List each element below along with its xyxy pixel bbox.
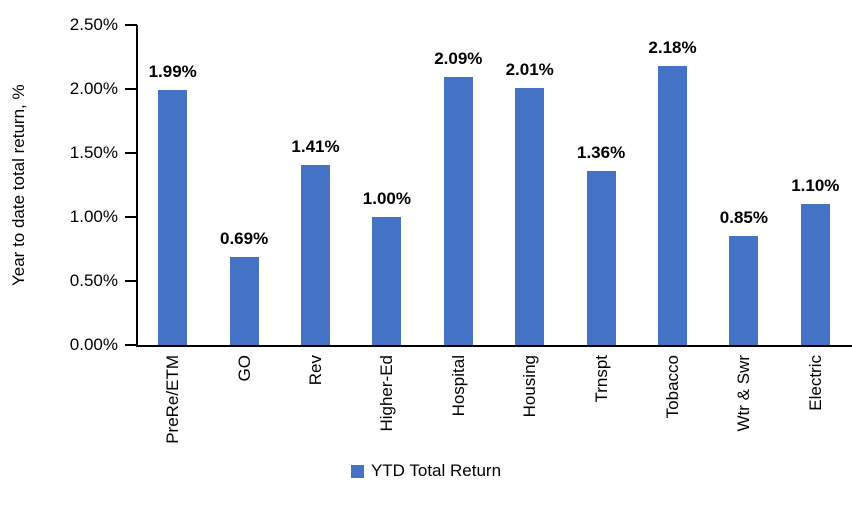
bar-value-label: 1.99% — [148, 62, 197, 82]
category-label: Rev — [306, 355, 325, 386]
bar-value-label: 0.85% — [719, 208, 768, 228]
bar-value-label: 0.69% — [219, 228, 269, 248]
y-tick-mark — [125, 280, 137, 282]
bar-Tobacco — [658, 65, 687, 345]
y-tick-mark — [125, 88, 137, 90]
legend-swatch-icon — [350, 464, 364, 478]
bar-Wtr & Swr — [729, 236, 759, 345]
category-label: Wtr & Swr — [734, 355, 754, 432]
bar-value-label: 1.10% — [791, 176, 840, 196]
category-label: GO — [234, 355, 254, 382]
bar-Trnspt — [586, 170, 616, 345]
bar-value-label: 1.00% — [362, 189, 411, 208]
bar-value-label: 2.09% — [434, 49, 483, 69]
y-tick-label: 2.50% — [69, 15, 118, 34]
y-axis-title: Year to date total return, % — [9, 84, 28, 286]
y-tick-mark — [125, 344, 137, 346]
bar-value-label: 2.18% — [648, 37, 697, 57]
bar-Higher-Ed — [372, 217, 402, 345]
category-label: Housing — [520, 355, 540, 418]
legend: YTD Total Return — [0, 461, 852, 481]
plot-area: 1.99% 0.69% 1.41% 1.00% 2.09% 2.01% 1.36% 2.18%… — [137, 25, 851, 345]
bar-value-label: 1.36% — [576, 142, 626, 162]
bar-Rev — [301, 164, 330, 345]
y-tick-label: 2.00% — [69, 79, 118, 98]
bar-value-label: 1.41% — [291, 136, 340, 156]
bar-Housing — [515, 87, 545, 345]
category-label: Trnspt — [591, 355, 611, 403]
y-tick-mark — [125, 216, 137, 218]
bar-GO — [229, 256, 259, 345]
y-tick-label: 1.00% — [69, 207, 118, 226]
category-label: Electric — [805, 355, 825, 411]
y-tick-mark — [125, 24, 137, 26]
bar-PreRe/ETM — [158, 90, 188, 345]
y-tick-label: 0.50% — [69, 271, 118, 290]
x-axis-line — [136, 345, 852, 347]
category-label: PreRe/ETM — [163, 355, 183, 444]
category-label: Hospital — [448, 355, 468, 417]
y-tick-label: 0.00% — [69, 335, 118, 354]
y-tick-label: 1.50% — [69, 143, 118, 162]
bar-value-label: 2.01% — [505, 59, 554, 79]
y-axis-line — [136, 25, 138, 347]
legend-label: YTD Total Return — [370, 461, 502, 480]
bar-Hospital — [443, 77, 473, 345]
bar-Electric — [800, 204, 830, 345]
y-tick-mark — [125, 152, 137, 154]
category-label: Tobacco — [663, 355, 682, 419]
category-label: Higher-Ed — [377, 355, 397, 432]
